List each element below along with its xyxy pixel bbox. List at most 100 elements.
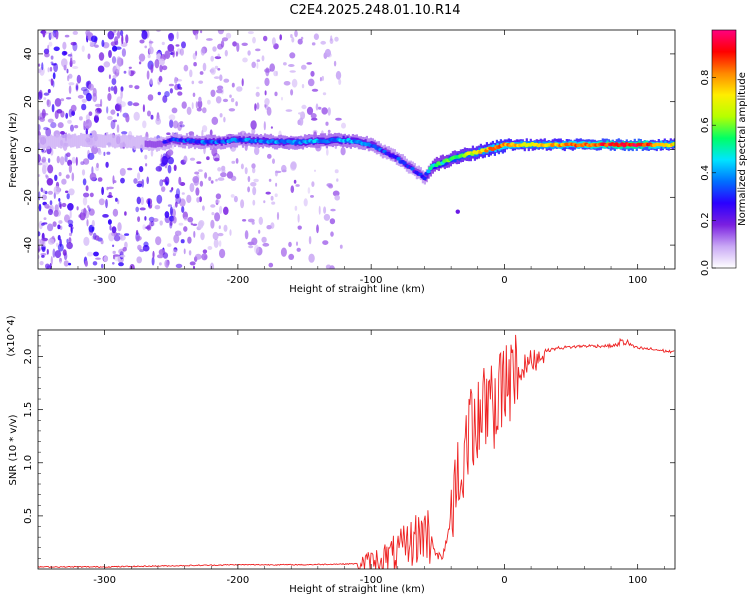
spectrogram-speckle xyxy=(336,178,339,182)
spectrogram-speckle xyxy=(90,130,96,134)
spectrogram-speckle xyxy=(167,149,174,156)
spectrogram-speckle xyxy=(233,195,238,203)
spectrogram-speckle xyxy=(271,37,276,46)
spectrogram-ridge-halo xyxy=(98,134,101,148)
spectrogram-speckle xyxy=(146,176,149,185)
spectrogram-speckle xyxy=(327,129,331,134)
spectrogram-speckle xyxy=(335,70,342,80)
spectrogram-speckle xyxy=(152,250,155,259)
spectrogram-speckle xyxy=(248,245,254,249)
spectrogram-speckle xyxy=(144,216,147,221)
snr-axes: -300 -200 -100 0 100 0.5 1.0 1.5 2.0 xyxy=(23,329,676,586)
spectrogram-ridge-halo xyxy=(112,134,115,148)
spectrogram-ridge-halo xyxy=(139,135,143,149)
spectrogram-speckle xyxy=(107,115,113,121)
spectrogram-speckle xyxy=(169,119,174,128)
spectrogram-speckle xyxy=(96,162,99,168)
spectrogram-speckle xyxy=(225,32,232,39)
spectrogram-speckle xyxy=(128,66,132,70)
spectrogram-speckle xyxy=(78,214,82,218)
spectrogram-speckle xyxy=(120,86,124,92)
spectrogram-speckle xyxy=(320,40,327,45)
spectrogram-speckle xyxy=(181,101,187,109)
spectrogram-speckle xyxy=(110,41,117,47)
spectrogram-speckle xyxy=(85,185,89,192)
spectrogram-speckle xyxy=(202,62,207,72)
spectrogram-speckle xyxy=(215,199,221,204)
spectrogram-speckle xyxy=(66,242,73,250)
spectrogram-speckle xyxy=(43,217,47,221)
spectrogram-speckle xyxy=(210,204,216,208)
spectrogram-speckle xyxy=(92,232,97,240)
spectrogram-speckle xyxy=(319,77,322,82)
spectrogram-speckle xyxy=(173,234,180,244)
spectrogram-speckle xyxy=(188,250,192,256)
spectrogram-y-tick-label: 40 xyxy=(23,48,34,61)
spectrogram-speckle xyxy=(47,190,54,195)
spectrogram-speckle xyxy=(124,211,127,216)
spectrogram-ridge-halo xyxy=(62,134,65,148)
spectrogram-speckle xyxy=(267,153,272,159)
spectrogram-speckle xyxy=(231,82,235,88)
spectrogram-speckle xyxy=(321,107,328,115)
spectrogram-speckle xyxy=(230,194,235,198)
spectrogram-speckle xyxy=(72,30,79,35)
spectrogram-speckle xyxy=(121,34,124,45)
spectrogram-speckle xyxy=(68,164,72,174)
spectrogram-speckle xyxy=(264,77,270,87)
spectrogram-speckle xyxy=(85,92,92,102)
spectrogram-ridge-halo xyxy=(128,134,131,148)
spectrogram-speckle xyxy=(210,67,216,75)
spectrogram-speckle xyxy=(150,149,154,157)
spectrogram-speckle xyxy=(108,232,115,242)
spectrogram-speckle xyxy=(81,169,86,176)
spectrogram-speckle xyxy=(48,32,52,41)
spectrogram-speckle xyxy=(119,168,126,176)
spectrogram-speckle xyxy=(204,172,208,179)
spectrogram-speckle xyxy=(72,60,76,64)
spectrogram-speckle xyxy=(50,61,54,64)
spectrogram-speckle xyxy=(274,193,278,198)
spectrogram-speckle xyxy=(214,65,219,70)
spectrogram-speckle xyxy=(166,132,171,135)
spectrogram-speckle xyxy=(174,193,180,199)
spectrogram-speckle xyxy=(136,196,141,205)
spectrogram-speckle xyxy=(323,213,331,221)
spectrogram-speckle xyxy=(148,41,154,44)
spectrogram-speckle xyxy=(43,97,47,100)
spectrogram-speckle xyxy=(160,154,163,162)
spectrogram-speckle xyxy=(268,262,274,268)
spectrogram-speckle xyxy=(211,116,219,125)
spectrogram-speckle xyxy=(51,104,55,113)
spectrogram-speckle xyxy=(221,168,226,173)
spectrogram-speckle xyxy=(209,262,215,269)
spectrogram-speckle xyxy=(98,198,105,206)
spectrogram-speckle xyxy=(47,158,51,163)
spectrogram-speckle xyxy=(251,61,256,68)
spectrogram-speckle xyxy=(181,41,186,49)
spectrogram-speckle xyxy=(264,104,269,110)
spectrogram-speckle xyxy=(313,33,319,40)
spectrogram-speckle xyxy=(251,163,256,169)
spectrogram-speckle xyxy=(156,114,161,122)
spectrogram-speckle xyxy=(81,103,87,111)
spectrogram-speckle xyxy=(92,261,98,266)
spectrogram-speckle xyxy=(54,250,62,259)
spectrogram-speckle xyxy=(180,239,185,244)
spectrogram-speckle xyxy=(264,98,270,106)
spectrogram-speckle xyxy=(47,223,54,232)
spectrogram-speckle xyxy=(211,212,215,216)
colorbar: 0.0 0.2 0.4 0.6 0.8 Normalized spectral ampl… xyxy=(700,29,748,276)
spectrogram-speckle xyxy=(322,92,327,96)
spectrogram-speckle xyxy=(326,183,333,187)
spectrogram-speckle xyxy=(258,216,263,225)
spectrogram-speckle xyxy=(209,129,213,136)
spectrogram-speckle xyxy=(230,98,235,103)
spectrogram-speckle xyxy=(167,44,175,52)
spectrogram-speckle xyxy=(270,126,273,129)
spectrogram-speckle xyxy=(198,169,203,172)
spectrogram-speckle xyxy=(58,198,61,202)
spectrogram-speckle xyxy=(48,208,53,216)
spectrogram-speckle xyxy=(65,190,69,194)
